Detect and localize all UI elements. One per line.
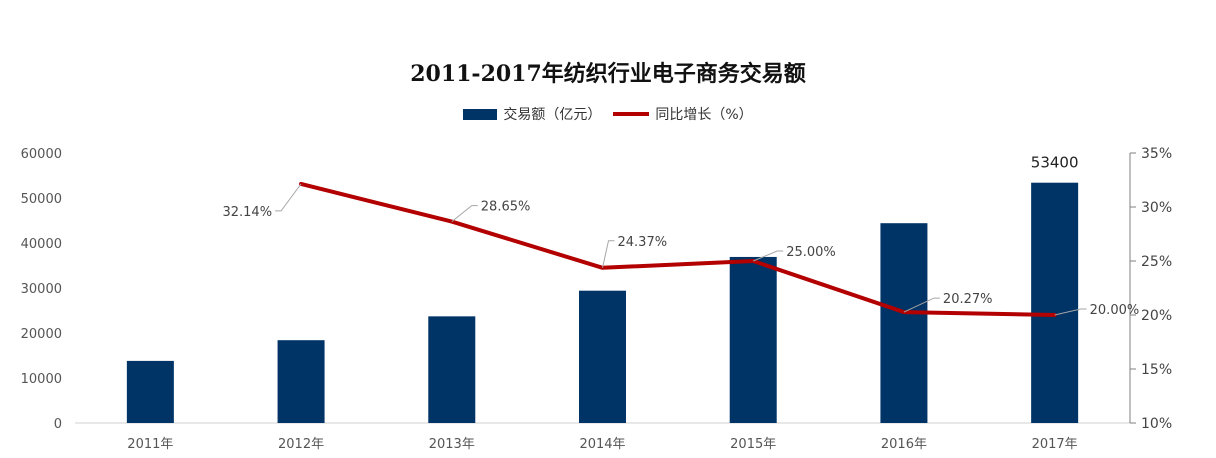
x-tick-label: 2013年 [429, 437, 475, 452]
y-left-tick-label: 40000 [21, 237, 62, 252]
x-tick-label: 2016年 [881, 437, 927, 452]
line-data-label: 20.00% [1090, 303, 1140, 318]
line-label-leader [602, 240, 615, 268]
bar-data-label: 53400 [1031, 154, 1079, 172]
line-label-leader [275, 183, 302, 212]
bar [126, 360, 174, 423]
line-label-leader [1054, 308, 1087, 316]
growth-line [299, 181, 1057, 317]
legend-swatch-bar [463, 108, 498, 120]
bar [277, 340, 325, 423]
line-data-label: 20.27% [943, 292, 993, 307]
x-tick-label: 2017年 [1032, 437, 1078, 452]
y-left-tick-label: 60000 [21, 147, 62, 162]
y-right-tick-label: 10% [1141, 416, 1172, 432]
legend: 交易额（亿元） 同比增长（%） [0, 104, 1216, 124]
line-data-label: 25.00% [786, 245, 836, 260]
line-data-label: 24.37% [618, 235, 668, 250]
line-label-leader [903, 297, 940, 313]
legend-item-line: 同比增长（%） [613, 104, 753, 124]
bar [729, 256, 777, 423]
chart-title: 2011-2017年纺织行业电子商务交易额 [410, 61, 806, 87]
y-right-tick-label: 30% [1141, 200, 1172, 216]
x-tick-label: 2011年 [127, 437, 173, 452]
y-right-tick-label: 35% [1141, 146, 1172, 162]
y-right-tick-label: 20% [1141, 308, 1172, 324]
x-tick-label: 2014年 [579, 437, 625, 452]
x-tick-label: 2015年 [730, 437, 776, 452]
legend-swatch-line [613, 112, 650, 116]
line-data-label: 28.65% [481, 200, 531, 215]
y-left-tick-label: 0 [54, 417, 62, 432]
y-left-tick-label: 20000 [21, 327, 62, 342]
y-left-tick-label: 10000 [21, 372, 62, 387]
bar [880, 223, 928, 423]
y-left-tick-label: 50000 [21, 192, 62, 207]
line-label-leader [753, 250, 784, 262]
line-data-label: 32.14% [222, 205, 272, 220]
x-tick-label: 2012年 [278, 437, 324, 452]
y-left-tick-label: 30000 [21, 282, 62, 297]
y-right-tick-label: 25% [1141, 254, 1172, 270]
legend-label-line: 同比增长（%） [655, 107, 753, 123]
bar [579, 290, 626, 423]
bar [428, 316, 476, 423]
bar [1031, 182, 1079, 423]
y-right-tick-label: 15% [1141, 362, 1172, 378]
legend-label-bar: 交易额（亿元） [503, 107, 602, 123]
line-label-leader [451, 205, 478, 222]
legend-item-bar: 交易额（亿元） [463, 104, 601, 124]
